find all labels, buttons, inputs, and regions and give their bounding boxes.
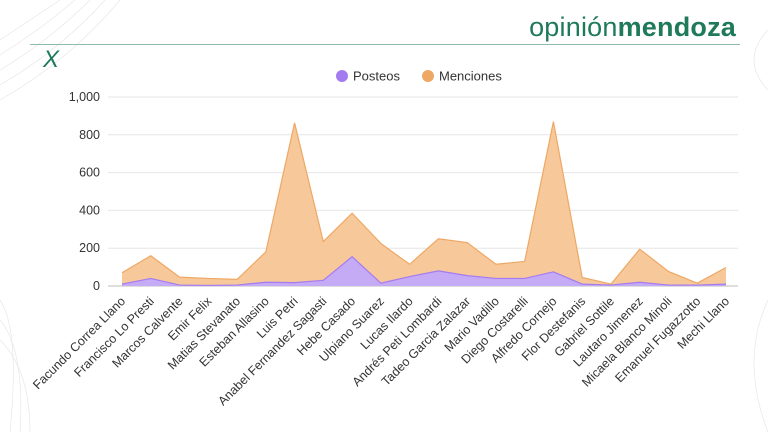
- area-posteos: [122, 256, 726, 286]
- header-divider: [30, 44, 740, 45]
- brand-logo-part1: opinión: [529, 12, 618, 42]
- brand-logo-part2: mendoza: [617, 12, 736, 42]
- area-series: [121, 121, 727, 287]
- y-tick-label: 800: [79, 128, 100, 142]
- line-posteos: [121, 255, 727, 287]
- y-tick-label: 600: [79, 166, 100, 180]
- legend-label-menciones: Menciones: [439, 69, 502, 84]
- y-tick-label: 400: [79, 203, 100, 217]
- legend-marker-menciones: [422, 70, 434, 82]
- brand-logo: opiniónmendoza: [529, 12, 736, 43]
- y-tick-label: 200: [79, 241, 100, 255]
- legend-marker-posteos: [336, 70, 348, 82]
- y-axis-ticks: 0 200 400 600 800 1,000: [69, 90, 100, 293]
- y-tick-label: 1,000: [69, 90, 100, 104]
- line-menciones: [121, 121, 727, 285]
- area-menciones: [122, 121, 726, 286]
- legend-label-posteos: Posteos: [353, 69, 400, 84]
- y-tick-label: 0: [93, 279, 100, 293]
- legend: Posteos Menciones: [336, 69, 502, 84]
- x-logo-icon: X: [43, 46, 60, 73]
